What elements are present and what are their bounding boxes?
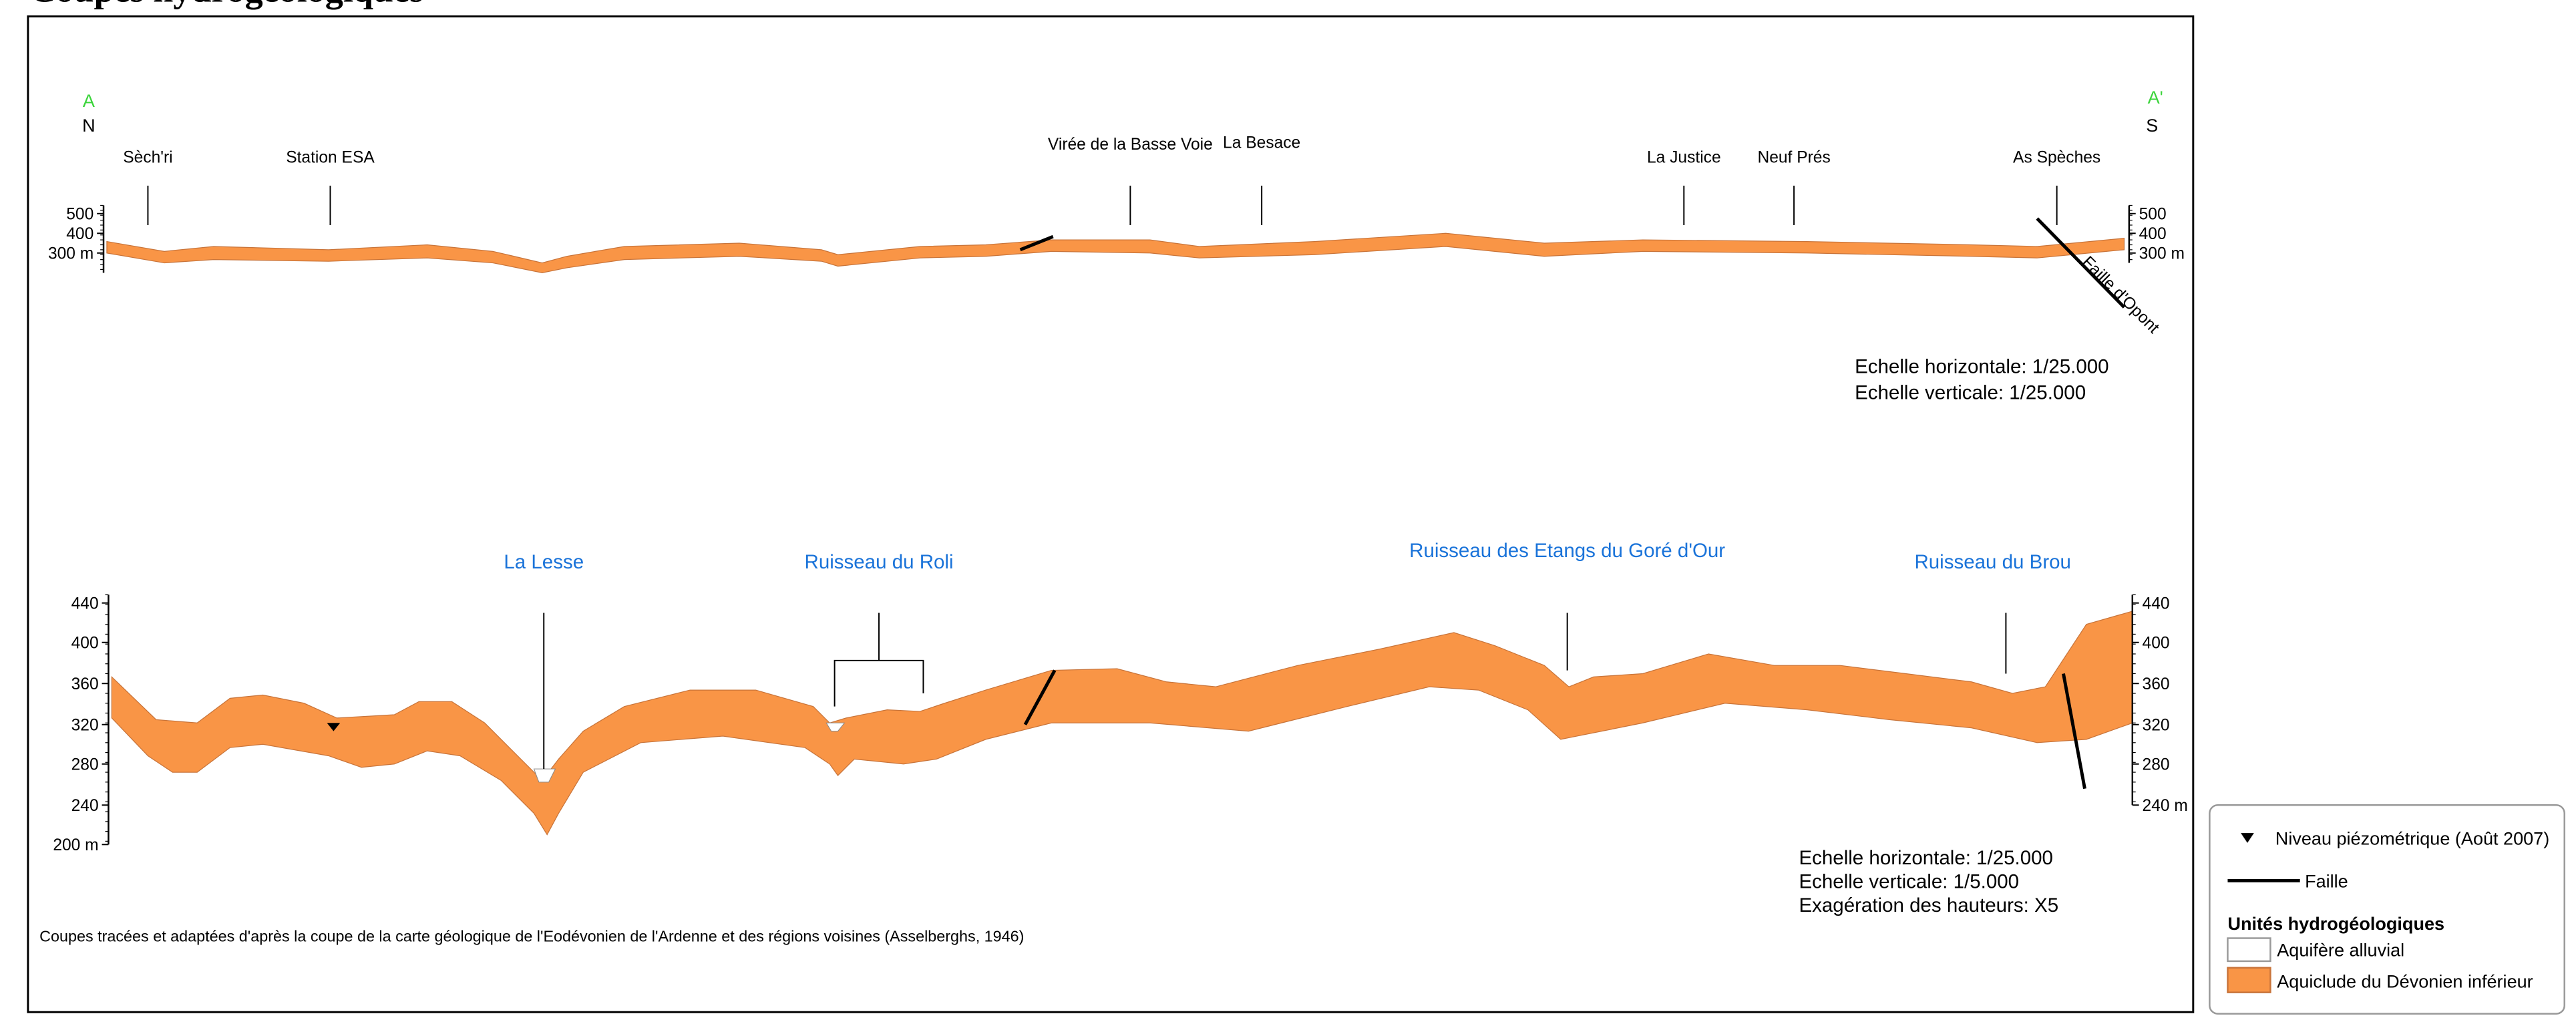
legend-piezometric-symbol: [2241, 833, 2254, 843]
axis-label: 400: [2139, 225, 2167, 243]
axis-label: 240: [71, 797, 99, 815]
axis-label: 500: [66, 205, 94, 223]
river-label: Ruisseau du Roli: [805, 551, 954, 573]
section-1: Sèch'ri Station ESA Virée de la Basse Voie…: [48, 134, 2185, 403]
scale-text: Exagération des hauteurs: X5: [1799, 894, 2058, 916]
source-note: Coupes tracées et adaptées d'après la co…: [39, 927, 1024, 945]
axis-label: 400: [66, 225, 94, 243]
axis-label: 320: [71, 716, 99, 734]
fault-label: Faille d'Opont: [2078, 253, 2163, 337]
scale-text: Echelle verticale: 1/25.000: [1855, 382, 2086, 404]
section-2: La Lesse Ruisseau du Roli Ruisseau des Eta…: [53, 540, 2188, 916]
place-label: As Spèches: [2013, 149, 2100, 167]
fault-line: [2036, 217, 2126, 309]
fault-line: [1023, 669, 1057, 725]
axis-label: 360: [71, 675, 99, 693]
fault-line: [2062, 673, 2086, 790]
legend-swatch: [2227, 967, 2271, 993]
frame: [27, 15, 2195, 1013]
section-start-label: A: [83, 91, 95, 111]
profile-band: [111, 611, 2133, 836]
legend-box: [2209, 804, 2565, 1015]
axis-label: 500: [2139, 205, 2167, 223]
axis-label: 240 m: [2143, 797, 2188, 815]
legend-units-title: Unités hydrogéologiques: [2227, 914, 2444, 934]
place-label: La Justice: [1647, 149, 1721, 167]
place-label: Neuf Prés: [1757, 149, 1830, 167]
section-start-direction: N: [82, 116, 96, 136]
piezometric-marker: [327, 723, 341, 731]
axis-label: 300 m: [48, 244, 94, 263]
fault-line: [1019, 234, 1054, 252]
river-label: Ruisseau du Brou: [1914, 551, 2071, 573]
place-label: Sèch'ri: [123, 149, 172, 167]
profile-band: [106, 232, 2125, 273]
place-label: Station ESA: [286, 149, 375, 167]
axis-label: 360: [2143, 675, 2170, 693]
alluvial-aquifer: [533, 768, 556, 783]
place-label: Virée de la Basse Voie: [1048, 136, 1213, 154]
axis-label: 280: [71, 755, 99, 774]
legend-piezometric: Niveau piézométrique (Août 2007): [2275, 828, 2549, 848]
axis-label: 440: [71, 594, 99, 613]
scale-text: Echelle horizontale: 1/25.000: [1855, 355, 2108, 377]
legend-fault: Faille: [2305, 871, 2348, 891]
axis-label: 320: [2143, 716, 2170, 734]
axis-label: 440: [2143, 594, 2170, 613]
river-markers: [543, 613, 2007, 770]
river-label: Ruisseau des Etangs du Goré d'Our: [1409, 540, 1725, 562]
scale-text: Echelle verticale: 1/5.000: [1799, 870, 2019, 892]
page-title: Coupes hydrogéologiques: [29, 0, 423, 9]
alluvial-aquifer: [825, 722, 846, 732]
legend-unit: Aquifère alluvial: [2277, 941, 2404, 961]
place-label: La Besace: [1223, 134, 1300, 152]
axis-label: 400: [71, 634, 99, 652]
legend-swatch: [2227, 937, 2271, 963]
river-marker: [834, 613, 924, 707]
axis-label: 280: [2143, 755, 2170, 774]
axis-label: 200 m: [53, 836, 98, 854]
scale-text: Echelle horizontale: 1/25.000: [1799, 847, 2053, 869]
legend-unit: Aquiclude du Dévonien inférieur: [2277, 971, 2533, 991]
river-label: La Lesse: [504, 551, 584, 573]
axis-label: 300 m: [2139, 244, 2185, 263]
section-end-label: A': [2148, 88, 2163, 108]
section-end-direction: S: [2146, 116, 2158, 136]
axis-label: 400: [2143, 634, 2170, 652]
